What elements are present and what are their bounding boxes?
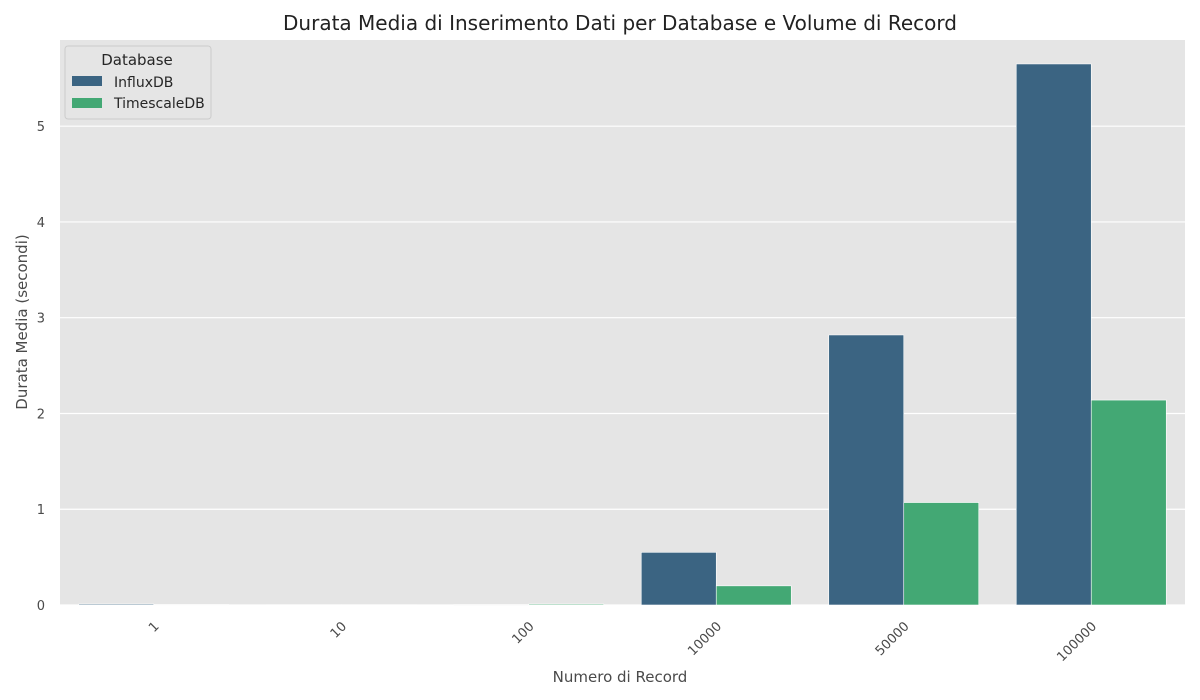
y-tick-label: 2 [37, 407, 45, 422]
x-tick-labels: 1 10 100 10000 50000 100000 [146, 619, 1100, 665]
x-axis-title: Numero di Record [553, 668, 688, 686]
bar-timescaledb-100 [528, 603, 605, 606]
x-tick-label: 100 [509, 619, 537, 647]
legend-swatch-influxdb [72, 76, 102, 86]
legend: Database InfluxDB TimescaleDB [64, 45, 212, 120]
y-tick-label: 4 [37, 216, 45, 231]
y-tick-label: 1 [37, 503, 45, 518]
bar-timescaledb-1 [153, 604, 230, 606]
x-tick-label: 50000 [873, 619, 913, 659]
bar-timescaledb-10 [340, 604, 417, 606]
x-tick-label: 100000 [1054, 619, 1100, 665]
bar-timescaledb-50000 [903, 502, 980, 606]
x-tick-label: 1 [146, 619, 162, 635]
legend-label-timescaledb: TimescaleDB [113, 96, 205, 112]
y-tick-labels: 0 1 2 3 4 5 [37, 120, 45, 614]
grid-lines [60, 125, 1185, 606]
y-tick-label: 5 [37, 120, 45, 135]
legend-swatch-timescaledb [72, 98, 102, 108]
bar-timescaledb-10000 [715, 585, 792, 606]
bar-influxdb-10000 [640, 552, 717, 606]
y-tick-label: 3 [37, 312, 45, 327]
bar-influxdb-100000 [1015, 63, 1092, 606]
bars [78, 63, 1167, 606]
bar-influxdb-100 [453, 604, 530, 606]
legend-title: Database [101, 51, 173, 69]
plot-background [60, 40, 1185, 605]
y-tick-label: 0 [37, 599, 45, 614]
x-tick-label: 10000 [685, 619, 725, 659]
bar-timescaledb-100000 [1090, 399, 1167, 606]
bar-influxdb-50000 [828, 334, 905, 606]
x-tick-label: 10 [328, 619, 350, 641]
bar-influxdb-10 [265, 604, 342, 606]
y-axis-title: Durata Media (secondi) [13, 234, 31, 409]
bar-influxdb-1 [78, 603, 155, 606]
legend-label-influxdb: InfluxDB [114, 75, 173, 91]
chart-title: Durata Media di Inserimento Dati per Dat… [283, 11, 957, 35]
